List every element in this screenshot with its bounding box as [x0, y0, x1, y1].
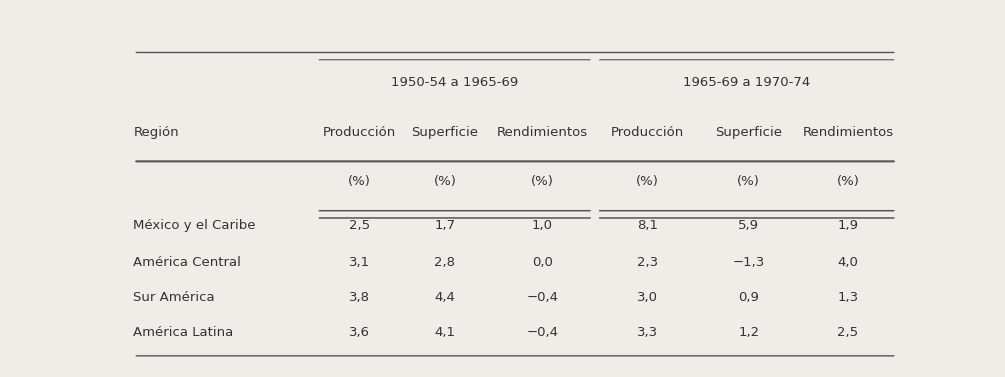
Text: 2,3: 2,3 [637, 256, 658, 270]
Text: 1,7: 1,7 [434, 219, 455, 232]
Text: Rendimientos: Rendimientos [496, 126, 588, 139]
Text: 0,9: 0,9 [739, 291, 759, 304]
Text: 3,0: 3,0 [637, 291, 658, 304]
Text: 3,3: 3,3 [637, 326, 658, 339]
Text: 5,9: 5,9 [739, 219, 759, 232]
Text: −0,4: −0,4 [527, 326, 559, 339]
Text: Rendimientos: Rendimientos [802, 126, 893, 139]
Text: (%): (%) [836, 175, 859, 188]
Text: 3,8: 3,8 [349, 291, 370, 304]
Text: (%): (%) [531, 175, 554, 188]
Text: 3,6: 3,6 [349, 326, 370, 339]
Text: −1,3: −1,3 [733, 256, 765, 270]
Text: Producción: Producción [611, 126, 684, 139]
Text: 1,3: 1,3 [837, 291, 858, 304]
Text: 1965-69 a 1970-74: 1965-69 a 1970-74 [683, 77, 810, 89]
Text: (%): (%) [433, 175, 456, 188]
Text: Superficie: Superficie [716, 126, 782, 139]
Text: Sur América: Sur América [134, 291, 215, 304]
Text: América Central: América Central [134, 256, 241, 270]
Text: 1,2: 1,2 [738, 326, 760, 339]
Text: México y el Caribe: México y el Caribe [134, 219, 256, 232]
Text: (%): (%) [738, 175, 760, 188]
Text: (%): (%) [348, 175, 371, 188]
Text: Región: Región [134, 126, 179, 139]
Text: 2,5: 2,5 [837, 326, 858, 339]
Text: 2,5: 2,5 [349, 219, 370, 232]
Text: 4,1: 4,1 [434, 326, 455, 339]
Text: América Latina: América Latina [134, 326, 234, 339]
Text: 3,1: 3,1 [349, 256, 370, 270]
Text: (%): (%) [636, 175, 659, 188]
Text: 2,8: 2,8 [434, 256, 455, 270]
Text: 1950-54 a 1965-69: 1950-54 a 1965-69 [391, 77, 519, 89]
Text: 0,0: 0,0 [532, 256, 553, 270]
Text: −0,4: −0,4 [527, 291, 559, 304]
Text: Producción: Producción [323, 126, 396, 139]
Text: 1,0: 1,0 [532, 219, 553, 232]
Text: 4,0: 4,0 [837, 256, 858, 270]
Text: 1,9: 1,9 [837, 219, 858, 232]
Text: 4,4: 4,4 [434, 291, 455, 304]
Text: 8,1: 8,1 [637, 219, 658, 232]
Text: Superficie: Superficie [411, 126, 478, 139]
